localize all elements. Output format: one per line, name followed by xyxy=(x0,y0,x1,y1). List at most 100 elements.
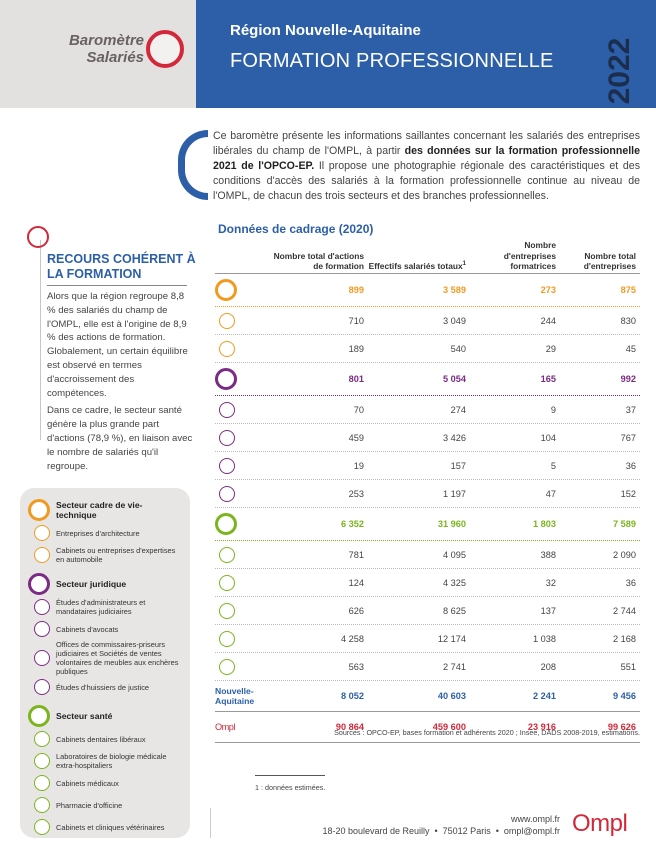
legend-item: Études d'huissiers de justice xyxy=(34,676,182,698)
legend-sector: Secteur santé xyxy=(28,704,182,728)
legend-sector-name: Secteur juridique xyxy=(56,579,127,589)
title: FORMATION PROFESSIONNELLE xyxy=(230,50,554,72)
value: 7 589 xyxy=(613,519,636,529)
value: 244 xyxy=(540,315,556,326)
row-label: Nouvelle-Aquitaine xyxy=(215,686,255,706)
icon xyxy=(34,797,50,813)
cell xyxy=(215,340,270,357)
table-title: Données de cadrage (2020) xyxy=(218,222,374,236)
branch-row: 253 1 197 47 152 xyxy=(215,480,640,508)
value: 165 xyxy=(540,374,556,384)
cell xyxy=(215,312,270,329)
value: 274 xyxy=(450,404,466,415)
icon xyxy=(28,705,50,727)
value: 3 426 xyxy=(443,432,466,443)
legend-group: Secteur cadre de vie-technique Entreprise… xyxy=(28,498,182,566)
legend-sector-name: Secteur cadre de vie-technique xyxy=(56,500,143,520)
value: 459 600 xyxy=(432,722,466,732)
region: Région Nouvelle-Aquitaine xyxy=(230,22,421,39)
value: 208 xyxy=(540,661,556,672)
branch-row: 710 3 049 244 830 xyxy=(215,307,640,335)
icon xyxy=(34,753,50,769)
sector-row: 801 5 054 165 992 xyxy=(215,363,640,396)
column-header: Nombre total d'actions de formation xyxy=(270,251,368,272)
value: 6 352 xyxy=(341,519,364,529)
table: Nombre total d'actions de formation Effec… xyxy=(215,240,640,743)
value: 8 625 xyxy=(443,605,466,616)
sidebar-rule xyxy=(47,285,187,286)
value: 157 xyxy=(450,460,466,471)
value: 551 xyxy=(620,661,636,672)
footer-address: 18-20 boulevard de Reuilly • 75012 Paris… xyxy=(322,826,560,836)
value: 47 xyxy=(545,488,556,499)
value: 253 xyxy=(348,488,364,499)
legend-item: Cabinets et cliniques vétérinaires xyxy=(34,816,182,838)
icon xyxy=(34,819,50,835)
sidebar-text: Alors que la région regroupe 8,8 % des s… xyxy=(47,290,195,477)
icon xyxy=(215,513,237,535)
legend-item-name: Études d'huissiers de justice xyxy=(56,682,150,692)
footer-rule xyxy=(210,808,211,838)
value: 710 xyxy=(348,315,364,326)
legend-sector: Secteur cadre de vie-technique xyxy=(28,498,182,522)
icon xyxy=(219,602,235,619)
branch-row: 124 4 325 32 36 xyxy=(215,569,640,597)
value: 899 xyxy=(348,285,364,295)
legend-item: Études d'administrateurs et mandataires … xyxy=(34,596,182,618)
legend: Secteur cadre de vie-technique Entreprise… xyxy=(20,488,190,838)
icon xyxy=(219,574,235,591)
legend-item: Cabinets ou entreprises d'expertises en … xyxy=(34,544,182,566)
icon xyxy=(215,368,237,390)
icon xyxy=(219,546,235,563)
value: 32 xyxy=(545,577,556,588)
value: 2 241 xyxy=(533,691,556,701)
legend-item: Laboratoires de biologie médicale extra-… xyxy=(34,750,182,772)
intro-text: Ce baromètre présente les informations s… xyxy=(213,130,640,157)
icon xyxy=(219,401,235,418)
icon xyxy=(219,485,235,502)
icon xyxy=(34,775,50,791)
value: 9 456 xyxy=(613,691,636,701)
cell xyxy=(215,279,270,301)
value: 12 174 xyxy=(437,633,466,644)
cell xyxy=(215,630,270,647)
value: 23 916 xyxy=(527,722,556,732)
value: 3 049 xyxy=(443,315,466,326)
intro: Ce baromètre présente les informations s… xyxy=(213,129,640,204)
value: 152 xyxy=(620,488,636,499)
column-label: Nombre total d'entreprises xyxy=(583,250,636,272)
value: 8 052 xyxy=(341,691,364,701)
icon xyxy=(219,429,235,446)
value: 3 589 xyxy=(443,285,466,295)
value: 767 xyxy=(620,432,636,443)
value: 124 xyxy=(348,577,364,588)
branch-row: 626 8 625 137 2 744 xyxy=(215,597,640,625)
value: 5 xyxy=(550,460,556,471)
cell xyxy=(215,658,270,675)
value: 875 xyxy=(620,285,636,295)
column-header: Effectifs salariés totaux1 xyxy=(368,259,470,271)
icon xyxy=(28,499,50,521)
icon xyxy=(219,312,235,329)
value: 19 xyxy=(353,460,364,471)
icon xyxy=(34,650,50,666)
icon xyxy=(219,630,235,647)
value: 9 xyxy=(550,404,556,415)
value: 2 090 xyxy=(613,549,636,560)
icon xyxy=(215,279,237,301)
value: 189 xyxy=(348,343,364,354)
value: 540 xyxy=(450,343,466,354)
legend-item-name: Cabinets d'avocats xyxy=(56,624,119,634)
legend-item-name: Études d'administrateurs et mandataires … xyxy=(56,598,146,616)
cell xyxy=(215,368,270,390)
legend-item-name: Cabinets et cliniques vétérinaires xyxy=(56,822,165,832)
column-header: Nombre total d'entreprises xyxy=(560,251,640,272)
total-row: Nouvelle-Aquitaine 8 052 40 603 2 241 9 456 xyxy=(215,681,640,712)
value: 37 xyxy=(625,404,636,415)
sidebar-line xyxy=(40,240,41,440)
legend-item: Pharmacie d'officine xyxy=(34,794,182,816)
cell xyxy=(215,485,270,502)
legend-group: Secteur juridique Études d'administrateur… xyxy=(28,572,182,698)
cell xyxy=(215,602,270,619)
cell xyxy=(215,429,270,446)
